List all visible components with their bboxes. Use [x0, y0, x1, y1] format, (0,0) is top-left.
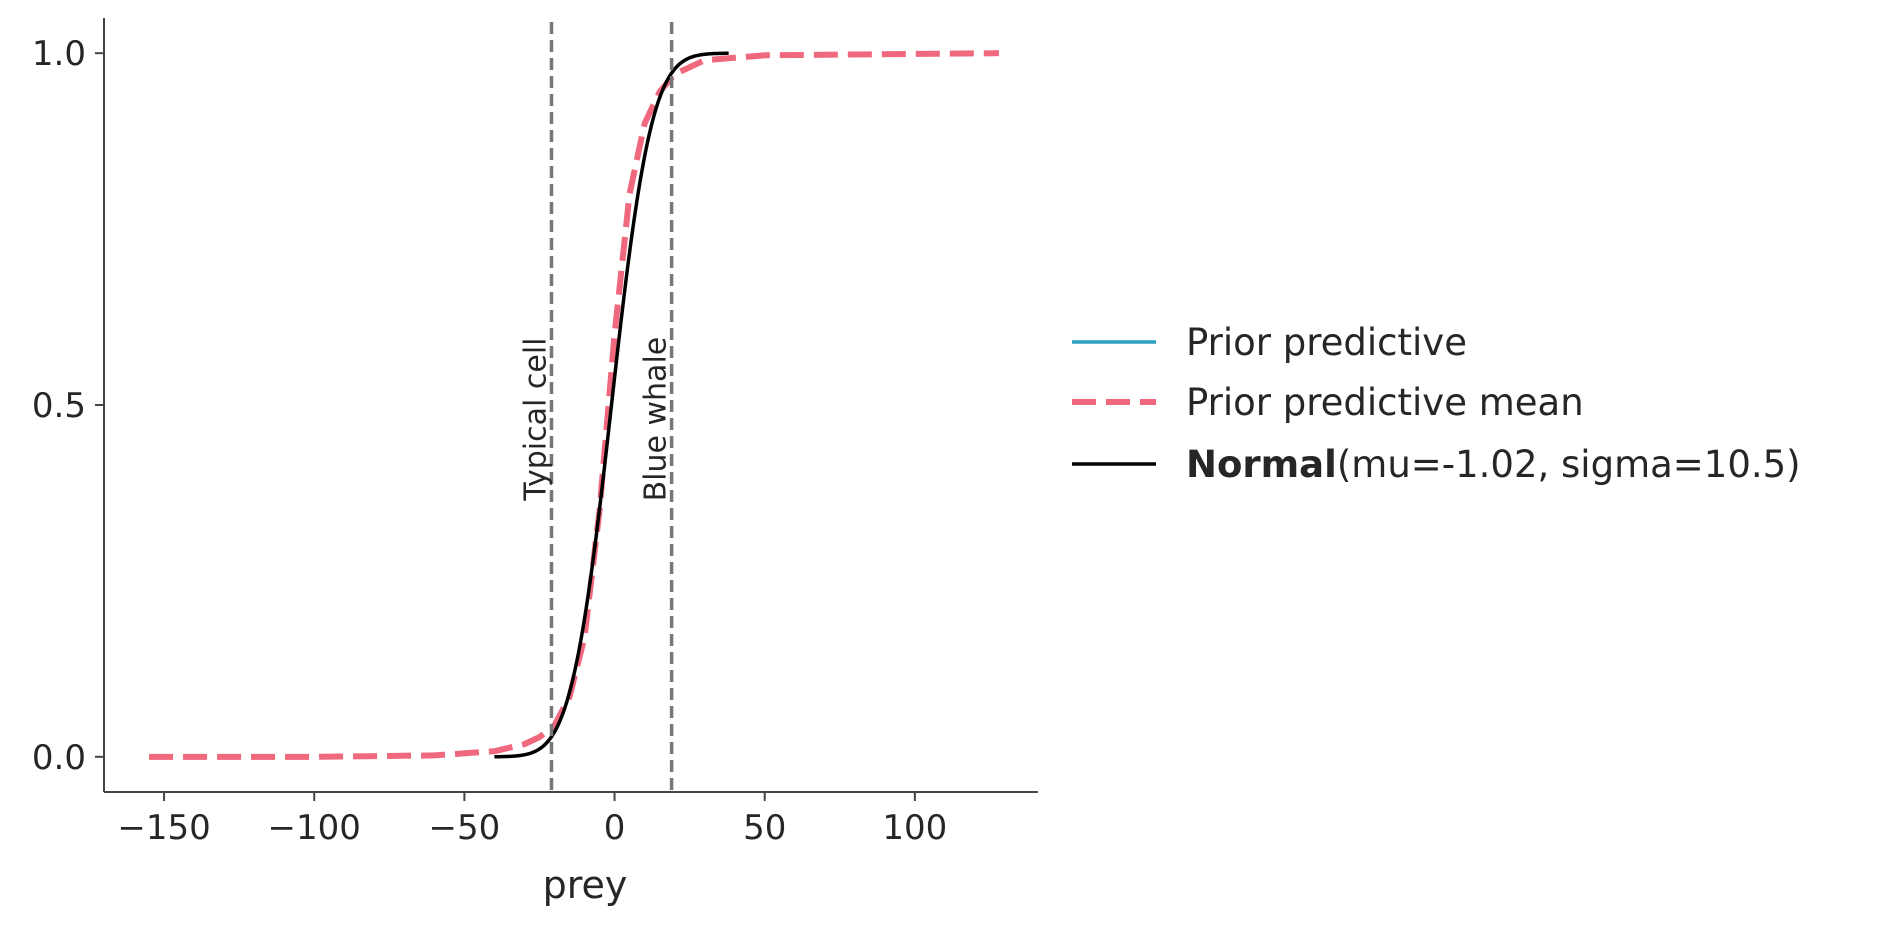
legend-label: Prior predictive — [1186, 321, 1467, 364]
x-tick-label: −100 — [268, 808, 361, 848]
reference-line-label: Blue whale — [639, 337, 674, 502]
x-tick-label: 50 — [743, 808, 786, 848]
reference-line-label: Typical cell — [518, 337, 553, 501]
x-tick-label: −150 — [117, 808, 210, 848]
x-tick-label: −50 — [429, 808, 501, 848]
y-tick-label: 1.0 — [32, 34, 86, 74]
series-line-prior-predictive-mean — [149, 50, 999, 760]
y-tick-label: 0.5 — [32, 386, 86, 426]
plot-area: −150 −100 −50 0 50 100 0.0 0.5 1.0 Typical cell Bl… — [32, 18, 1038, 848]
series-line-normal — [493, 51, 730, 759]
x-tick-label: 0 — [604, 808, 626, 848]
legend-label: Normal(mu=-1.02, sigma=10.5) — [1186, 443, 1801, 486]
y-tick-label: 0.0 — [32, 738, 86, 778]
legend: Prior predictive Prior predictive mean Nor… — [1072, 321, 1801, 486]
legend-label: Prior predictive mean — [1186, 381, 1584, 424]
x-tick-label: 100 — [882, 808, 947, 848]
x-axis-label: prey — [543, 863, 628, 907]
